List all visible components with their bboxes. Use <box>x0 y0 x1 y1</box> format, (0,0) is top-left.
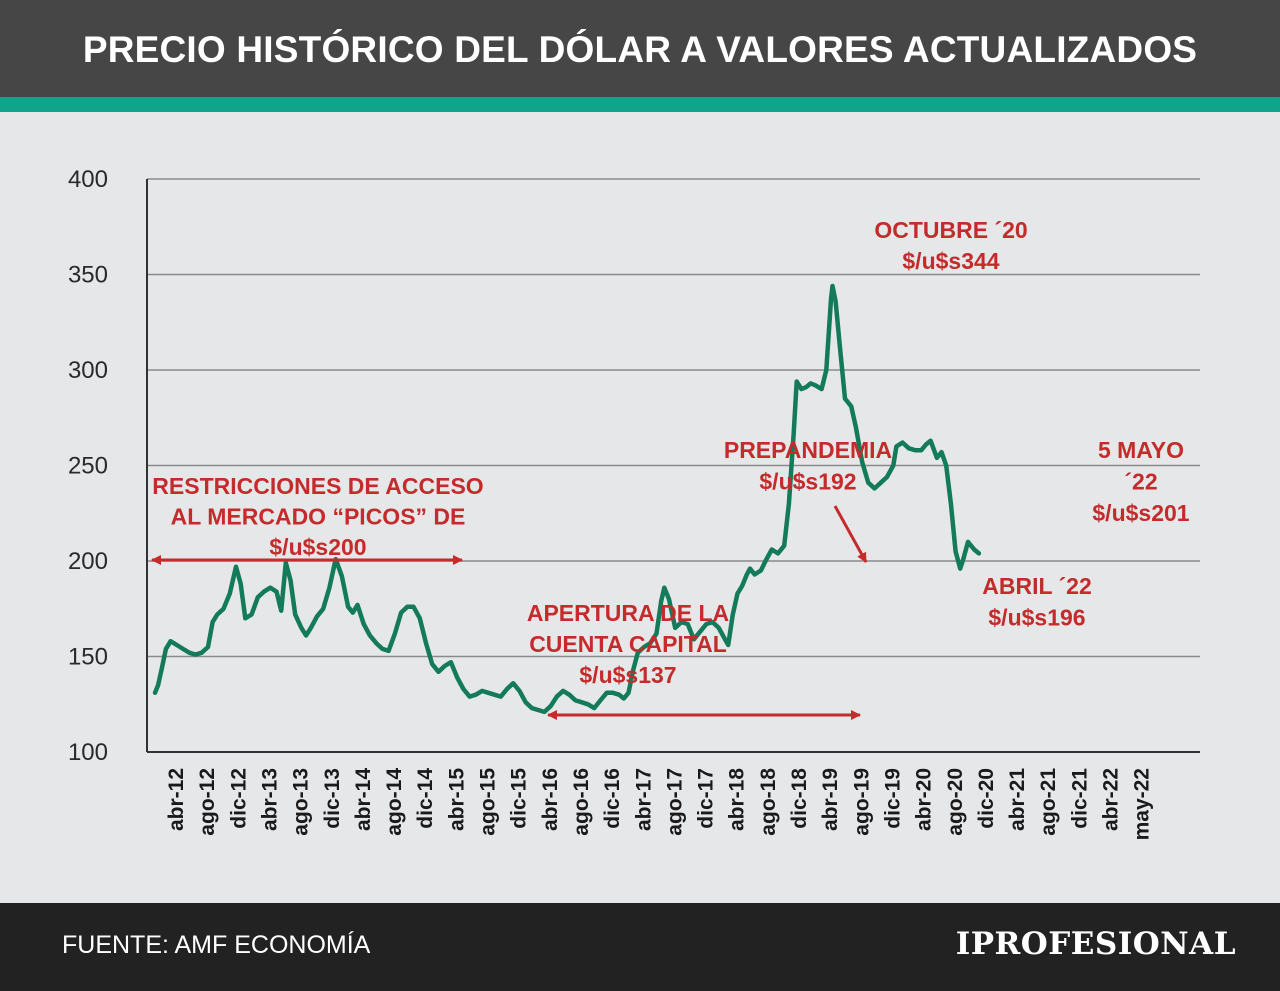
x-tick-label: abr-15 <box>445 768 468 831</box>
x-tick-label: ago-13 <box>290 768 313 836</box>
x-tick-label: ago-15 <box>477 768 500 836</box>
annotation-text: $/u$s344 <box>902 248 999 274</box>
y-tick-label: 250 <box>68 453 108 480</box>
annotation-text: ABRIL ´22 <box>982 573 1092 599</box>
annotation-text: CUENTA CAPITAL <box>529 631 727 657</box>
y-tick-label: 350 <box>68 262 108 289</box>
x-tick-label: abr-17 <box>632 768 655 831</box>
prepandemia-pointer-arrow <box>833 505 868 563</box>
x-tick-label: dic-13 <box>321 768 344 829</box>
annotation-text: $/u$s137 <box>579 662 676 688</box>
header-bar <box>0 0 1280 97</box>
price-line-chart: 100 150 200 250 300 350 400 abr-12 ago-12 dic-12… <box>68 166 1200 841</box>
annotation-text: AL MERCADO “PICOS” DE <box>171 504 466 530</box>
x-tick-label: dic-12 <box>227 768 250 829</box>
source-label: FUENTE: AMF ECONOMÍA <box>62 931 371 959</box>
x-tick-label: ago-17 <box>663 768 686 836</box>
x-tick-label: abr-21 <box>1006 768 1029 831</box>
x-tick-label: abr-22 <box>1100 768 1123 831</box>
footer-bar <box>0 903 1280 991</box>
x-tick-label: dic-17 <box>695 768 718 829</box>
x-tick-label: ago-21 <box>1037 768 1060 836</box>
x-tick-label: dic-18 <box>788 768 811 829</box>
chart-area: 100 150 200 250 300 350 400 abr-12 ago-12 dic-12… <box>0 112 1280 902</box>
chart-title: PRECIO HISTÓRICO DEL DÓLAR A VALORES ACT… <box>82 29 1198 70</box>
y-tick-label: 150 <box>68 644 108 671</box>
y-tick-label: 200 <box>68 548 108 575</box>
y-axis-ticks: 100 150 200 250 300 350 400 <box>68 166 108 766</box>
x-tick-label: ago-20 <box>944 768 967 836</box>
x-tick-label: dic-15 <box>508 768 531 829</box>
brand-logo: IPROFESIONAL <box>955 926 1236 962</box>
x-tick-label: dic-21 <box>1068 768 1091 829</box>
x-tick-label: dic-20 <box>975 768 998 829</box>
x-tick-label: dic-14 <box>414 768 437 829</box>
x-tick-label: ago-12 <box>196 768 219 836</box>
series <box>152 283 982 715</box>
x-tick-label: abr-18 <box>726 768 749 831</box>
x-tick-label: dic-16 <box>601 768 624 829</box>
x-tick-label: ago-14 <box>383 768 406 836</box>
annotation-text: $/u$s200 <box>269 534 366 560</box>
annotation-text: $/u$s196 <box>988 605 1085 631</box>
x-axis-ticks: abr-12 ago-12 dic-12 abr-13 ago-13 dic-13 abr-… <box>165 768 1154 841</box>
accent-stripe <box>0 97 1280 112</box>
annotation-text: ´22 <box>1124 469 1157 495</box>
x-tick-label: may-22 <box>1131 768 1154 840</box>
annotation-text: $/u$s192 <box>759 469 856 495</box>
annotation-text: PREPANDEMIA <box>724 437 892 463</box>
x-tick-label: ago-18 <box>757 768 780 836</box>
x-tick-label: abr-20 <box>913 768 936 831</box>
annotation-text: RESTRICCIONES DE ACCESO <box>152 473 483 499</box>
x-tick-label: ago-16 <box>570 768 593 836</box>
x-tick-label: abr-13 <box>258 768 281 831</box>
annotation-text: APERTURA DE LA <box>527 600 729 626</box>
x-tick-label: ago-19 <box>850 768 873 836</box>
annotation-text: OCTUBRE ´20 <box>874 217 1027 243</box>
y-tick-label: 300 <box>68 357 108 384</box>
x-tick-label: abr-14 <box>352 768 375 831</box>
axes <box>146 179 1200 753</box>
annotation-text: 5 MAYO <box>1098 437 1184 463</box>
annotation-arrows <box>151 505 868 720</box>
annotation-text: $/u$s201 <box>1092 500 1189 526</box>
y-tick-label: 100 <box>68 739 108 766</box>
x-tick-label: abr-16 <box>539 768 562 831</box>
y-tick-label: 400 <box>68 166 108 193</box>
series-line-0 <box>152 283 982 715</box>
x-tick-label: abr-19 <box>819 768 842 831</box>
annotations: RESTRICCIONES DE ACCESO AL MERCADO “PICOS… <box>152 217 1190 688</box>
x-tick-label: dic-19 <box>881 768 904 829</box>
x-tick-label: abr-12 <box>165 768 188 831</box>
